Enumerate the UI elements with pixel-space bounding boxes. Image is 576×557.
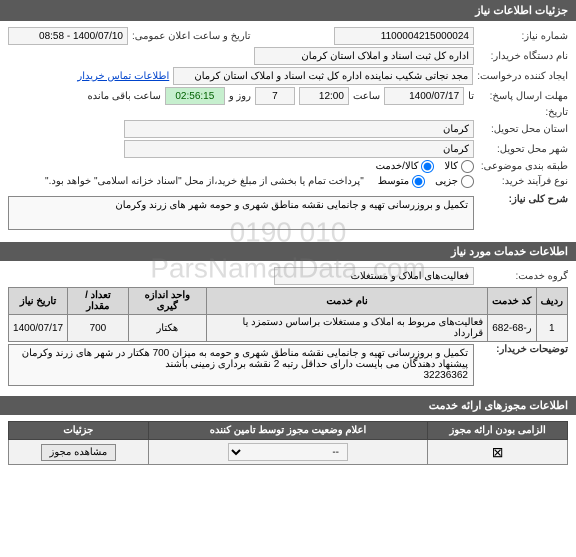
cat-goods-option[interactable]: کالا: [444, 160, 474, 173]
days-label: روز و: [229, 91, 251, 102]
proc-medium-option[interactable]: متوسط: [378, 175, 425, 188]
desc-label: شرح کلی نیاز:: [478, 194, 568, 205]
buyer-org-field[interactable]: [254, 47, 474, 65]
need-no-label: شماره نیاز:: [478, 31, 568, 42]
permit-table: الزامی بودن ارائه مجوز اعلام وضعیت مجوز …: [8, 421, 568, 465]
table-row: 1 ر-68-682 فعالیت‌های مربوط به املاک و م…: [9, 315, 568, 342]
deadline-date-field[interactable]: [384, 87, 464, 105]
buyer-notes-box: تکمیل و بروزرسانی تهیه و جانمایی نقشه من…: [8, 344, 474, 386]
cell-unit: هکتار: [128, 315, 206, 342]
remain-time-field: [165, 87, 225, 105]
section-services-title: اطلاعات خدمات مورد نیاز: [0, 242, 576, 261]
permit-th-mandatory: الزامی بودن ارائه مجوز: [428, 422, 568, 440]
buyer-org-label: نام دستگاه خریدار:: [478, 51, 568, 62]
deadline-time-field[interactable]: [299, 87, 349, 105]
permit-status-cell: --: [148, 440, 428, 465]
cell-name: فعالیت‌های مربوط به املاک و مستغلات براس…: [206, 315, 487, 342]
process-radios: جزیی متوسط: [378, 175, 474, 188]
group-field[interactable]: [274, 267, 474, 285]
announce-field[interactable]: [8, 27, 128, 45]
contact-link[interactable]: اطلاعات تماس خریدار: [77, 71, 169, 82]
process-label: نوع فرآیند خرید:: [478, 176, 568, 187]
days-field: [255, 87, 295, 105]
requester-field[interactable]: [173, 67, 473, 85]
cat-service-option[interactable]: کالا/خدمت: [376, 160, 435, 173]
services-table: ردیف کد خدمت نام خدمت واحد اندازه گیری ت…: [8, 287, 568, 342]
th-date: تاریخ نیاز: [9, 288, 68, 315]
province-field[interactable]: [124, 120, 474, 138]
permit-mandatory-cell: ⊠: [428, 440, 568, 465]
cell-qty: 700: [68, 315, 129, 342]
category-label: طبقه بندی موضوعی:: [478, 161, 568, 172]
proc-small-option[interactable]: جزیی: [435, 175, 474, 188]
th-row: ردیف: [536, 288, 567, 315]
province-label: استان محل تحویل:: [478, 124, 568, 135]
th-name: نام خدمت: [206, 288, 487, 315]
permit-th-status: اعلام وضعیت مجوز توسط تامین کننده: [148, 422, 428, 440]
permit-row: ⊠ -- مشاهده مجوز: [9, 440, 568, 465]
remain-label: ساعت باقی مانده: [87, 91, 160, 102]
view-permit-button[interactable]: مشاهده مجوز: [41, 444, 117, 461]
permit-status-select[interactable]: --: [228, 443, 348, 461]
need-no-field[interactable]: [334, 27, 474, 45]
requester-label: ایجاد کننده درخواست:: [477, 71, 568, 82]
to-label: تا: [468, 91, 474, 102]
main-header: جزئیات اطلاعات نیاز: [0, 0, 576, 21]
th-unit: واحد اندازه گیری: [128, 288, 206, 315]
permit-th-details: جزئیات: [9, 422, 149, 440]
city-field[interactable]: [124, 140, 474, 158]
city-label: شهر محل تحویل:: [478, 144, 568, 155]
cell-code: ر-68-682: [488, 315, 536, 342]
cell-row: 1: [536, 315, 567, 342]
th-code: کد خدمت: [488, 288, 536, 315]
announce-label: تاریخ و ساعت اعلان عمومی:: [132, 31, 251, 42]
form-area: شماره نیاز: تاریخ و ساعت اعلان عمومی: نا…: [0, 21, 576, 238]
date-label2: تاریخ:: [508, 107, 568, 118]
permit-details-cell: مشاهده مجوز: [9, 440, 149, 465]
th-qty: تعداد / مقدار: [68, 288, 129, 315]
process-note: "پرداخت تمام یا بخشی از مبلغ خرید،از محل…: [45, 176, 364, 187]
cell-date: 1400/07/17: [9, 315, 68, 342]
category-radios: کالا کالا/خدمت: [376, 160, 474, 173]
time-label: ساعت: [353, 91, 380, 102]
group-label: گروه خدمت:: [478, 271, 568, 282]
deadline-label: مهلت ارسال پاسخ:: [478, 91, 568, 102]
desc-box: تکمیل و بروزرسانی تهیه و جانمایی نقشه من…: [8, 196, 474, 230]
section-permits-title: اطلاعات مجوزهای ارائه خدمت: [0, 396, 576, 415]
buyer-notes-label: توضیحات خریدار:: [478, 344, 568, 355]
